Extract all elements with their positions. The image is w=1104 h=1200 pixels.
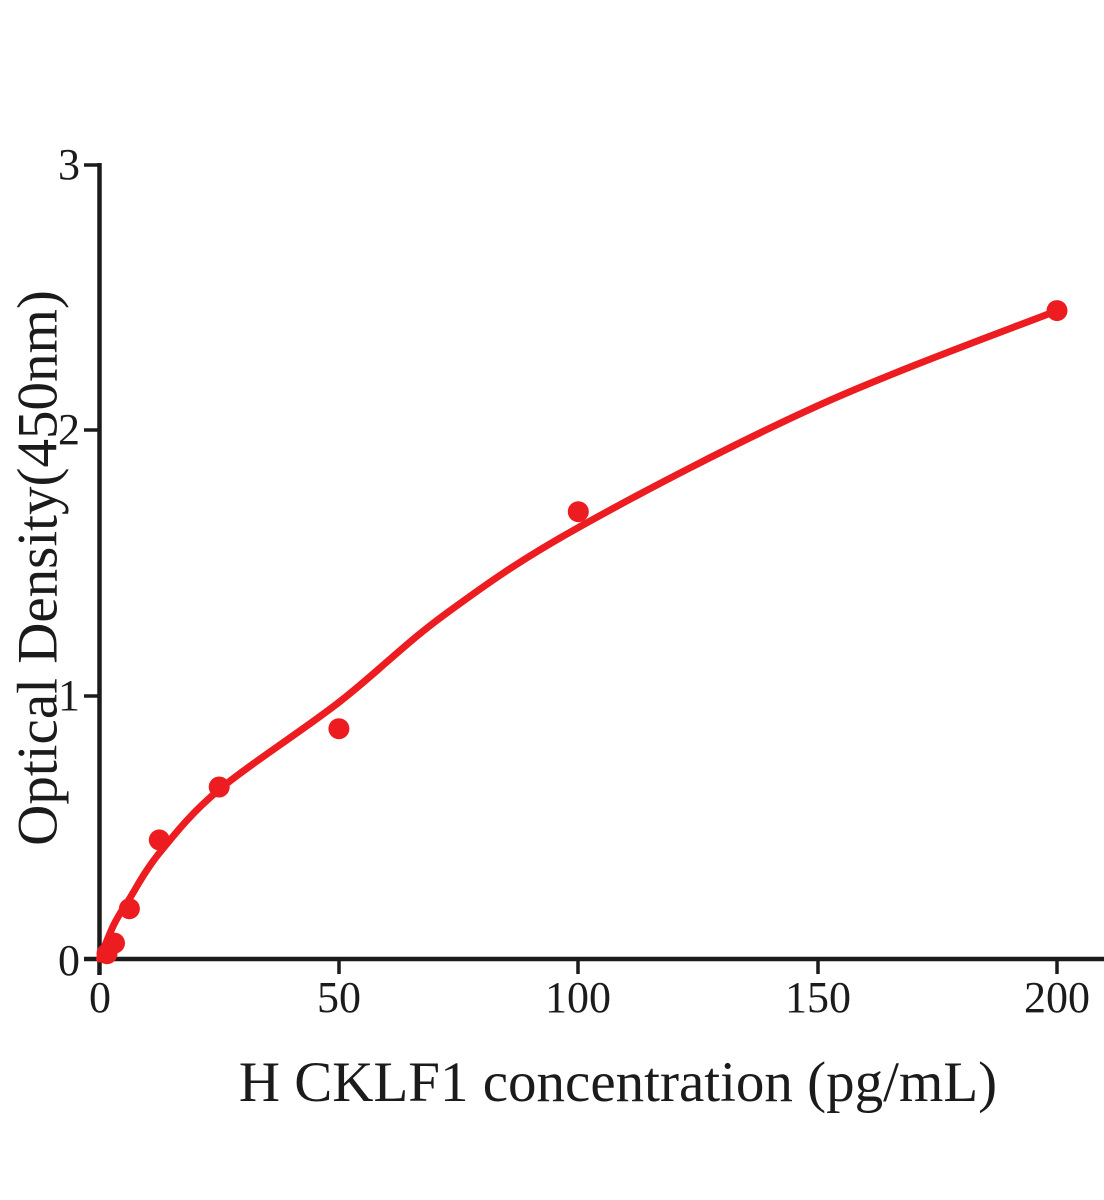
- x-axis-title: H CKLF1 concentration (pg/mL): [238, 1051, 998, 1114]
- x-tick-label-150: 150: [785, 973, 851, 1022]
- y-tick-label-2: 2: [58, 405, 80, 454]
- y-axis-title: Optical Density(450nm): [6, 290, 70, 846]
- x-tick-label-0: 0: [89, 973, 111, 1022]
- y-tick-label-3: 3: [58, 140, 80, 189]
- y-tick-label-1: 1: [58, 671, 80, 720]
- x-tick-label-50: 50: [317, 973, 361, 1022]
- data-point-7: [1046, 300, 1068, 322]
- y-tick-label-0: 0: [58, 936, 80, 985]
- x-tick-label-200: 200: [1024, 973, 1090, 1022]
- data-point-3: [148, 829, 170, 851]
- data-point-2: [118, 898, 140, 920]
- data-point-1: [104, 932, 125, 954]
- data-point-5: [328, 718, 350, 740]
- y-axis: [84, 163, 102, 975]
- data-point-4: [208, 776, 230, 798]
- fitted-curve: [96, 307, 1061, 963]
- x-tick-label-100: 100: [545, 973, 611, 1022]
- x-axis: [84, 956, 1104, 974]
- data-points: [96, 300, 1068, 965]
- data-point-6: [567, 501, 589, 523]
